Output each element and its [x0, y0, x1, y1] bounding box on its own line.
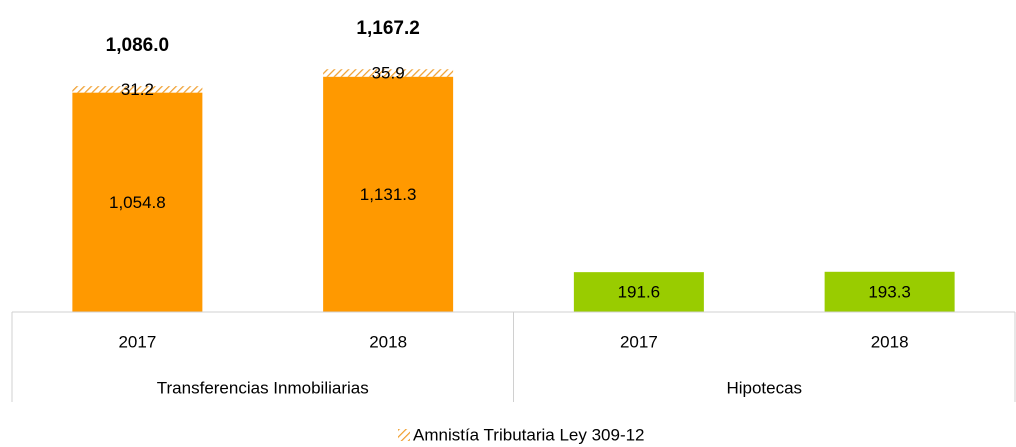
- data-label: 35.9: [372, 63, 405, 82]
- bar-segment: [323, 69, 454, 77]
- total-label: 1,086.0: [106, 35, 169, 56]
- bar-segment: [72, 86, 203, 93]
- group-label: Transferencias Inmobiliarias: [157, 378, 369, 397]
- bar-segment: [824, 271, 955, 312]
- bar-segment: [72, 92, 203, 313]
- total-label: 1,167.2: [356, 18, 419, 39]
- group-label: Hipotecas: [726, 378, 802, 397]
- x-tick-label: 2018: [871, 332, 909, 351]
- data-label: 191.6: [618, 283, 661, 302]
- x-tick-label: 2018: [369, 332, 407, 351]
- legend-label: Amnistía Tributaria Ley 309-12: [413, 425, 645, 444]
- data-label: 1,131.3: [360, 185, 417, 204]
- x-tick-label: 2017: [118, 332, 156, 351]
- data-label: 1,054.8: [109, 193, 166, 212]
- data-label: 193.3: [868, 282, 911, 301]
- legend-swatch: [398, 429, 410, 441]
- bar-segment: [323, 76, 454, 312]
- bar-segment: [573, 272, 704, 312]
- x-tick-label: 2017: [620, 332, 658, 351]
- data-label: 31.2: [121, 80, 154, 99]
